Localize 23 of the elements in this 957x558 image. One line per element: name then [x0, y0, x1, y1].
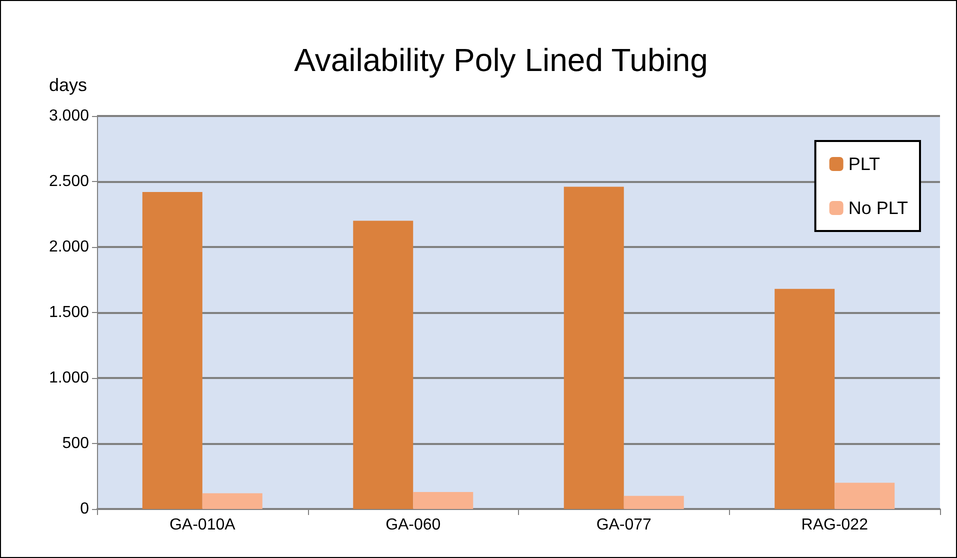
bar: [353, 220, 414, 509]
y-axis-title: days: [48, 75, 87, 95]
x-tick-label: GA-010A: [169, 516, 236, 534]
y-tick-label: 2.500: [48, 173, 90, 190]
bar: [774, 288, 835, 509]
chart-title: Availability Poly Lined Tubing: [294, 42, 708, 78]
y-tick-label: 2.000: [48, 238, 90, 256]
bar: [564, 186, 624, 509]
x-tick-label: GA-077: [596, 516, 652, 534]
bar: [834, 482, 895, 509]
y-tick-label: 1.000: [48, 370, 90, 386]
x-tick-label: GA-060: [386, 516, 441, 534]
bar: [202, 493, 262, 509]
legend-label: No PLT: [848, 198, 908, 218]
bar: [142, 192, 202, 509]
bar: [413, 492, 474, 509]
bar: [624, 496, 684, 509]
legend-label: PLT: [848, 154, 880, 174]
y-tick-label: 3.000: [48, 108, 90, 124]
y-tick-label: 1.500: [48, 304, 90, 321]
x-tick-label: RAG-022: [801, 516, 868, 534]
y-tick-label: 0: [80, 500, 90, 518]
y-tick-label: 500: [62, 435, 90, 452]
